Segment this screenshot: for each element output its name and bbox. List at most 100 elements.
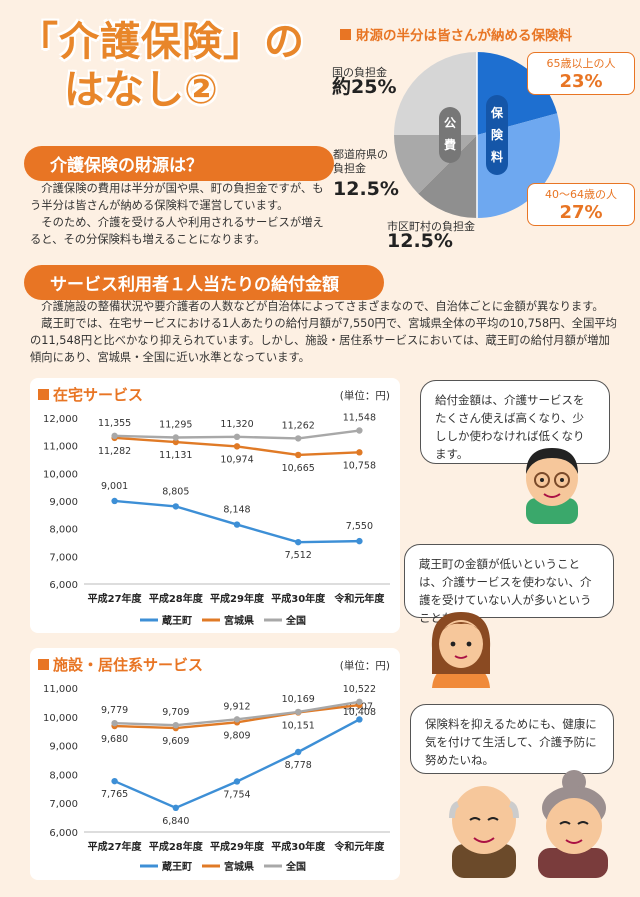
legend-label: 蔵王町 [162,614,192,627]
y-tick-label: 10,000 [43,469,78,480]
callout-65plus-value: 23% [559,71,603,92]
data-label: 10,169 [282,694,315,705]
callout-40to64-value: 27% [559,202,603,223]
x-tick-label: 令和元年度 [333,840,385,853]
section1-heading: 介護保険の財源は？ [24,146,334,181]
chart-card-home: 在宅サービス (単位：円) 6,000 7,000 8,000 9,000 10,000… [30,378,400,633]
x-tick-label: 平成28年度 [149,840,204,853]
section2-text1: 介護施設の整備状況や要介護者の人数などが自治体によってさまざまなので、自治体ごと… [41,300,604,313]
data-point [356,449,363,456]
pie-label-pref-name: 都道府県の負担金 [333,148,388,175]
data-point [172,503,179,510]
data-label: 9,779 [101,705,128,716]
pie-label-city-value: 12.5% [387,230,453,252]
section1-text1: 介護保険の費用は半分が国や県、町の負担金ですが、もう半分は皆さんが納める保険料で… [30,182,324,212]
legend-label: 全国 [285,614,306,627]
data-point [111,719,118,727]
data-point [233,433,241,441]
data-label: 10,522 [343,684,376,695]
y-tick-label: 7,000 [49,552,78,563]
x-tick-label: 平成27年度 [88,840,143,853]
data-point [356,698,363,705]
pie-slice-city [418,135,477,218]
y-tick-label: 7,000 [49,799,78,810]
section1-text: 介護保険の費用は半分が国や県、町の負担金ですが、もう半分は皆さんが納める保険料で… [30,180,326,248]
pie-label-gov-value: 約25% [332,76,397,98]
pie-label-city: 市区町村の負担金 12.5% [387,220,475,252]
y-tick-label: 12,000 [43,414,78,425]
square-bullet-icon [38,389,49,400]
pie-slice-gov [394,52,477,135]
y-tick-label: 11,000 [43,684,78,695]
section2-heading: サービス利用者１人当たりの給付金額 [24,265,384,300]
pie-label-gov-name: 国の負担金 [332,66,387,79]
data-label: 10,758 [343,460,376,471]
data-label: 9,912 [223,701,250,712]
chart-home-title-text: 在宅サービス [53,386,144,404]
data-label: 11,131 [159,450,192,461]
chart-card-facility: 施設・居住系サービス (単位：円) 6,000 7,000 8,000 9,000 10… [30,648,400,880]
data-label: 11,548 [343,413,376,424]
data-label: 9,680 [101,734,128,745]
data-point [295,748,302,756]
data-label: 8,778 [285,760,312,771]
data-label: 7,550 [346,521,373,532]
speech-bubble-2: 蔵王町の金額が低いということは、介護サービスを使わない、介護を受けていない人が多… [404,544,614,625]
square-bullet-icon [38,659,49,670]
x-tick-label: 平成30年度 [271,840,326,853]
section2-text: 介護施設の整備状況や要介護者の人数などが自治体によってさまざまなので、自治体ごと… [30,298,620,366]
x-tick-label: 平成29年度 [210,592,265,605]
y-tick-label: 11,000 [43,442,78,453]
data-point [111,432,118,440]
data-point [111,497,118,505]
legend-label: 宮城県 [224,860,254,873]
speech-bubble-3: 保険料を抑えるためにも、健康に気を付けて生活して、介護予防に努めたいね。 [410,704,614,774]
data-label: 11,262 [282,420,315,431]
title-line1: 「介護保険」の [18,19,305,65]
section1-text2: そのため、介護を受ける人や利用されるサービスが増えると、その分保険料も増えること… [30,216,324,246]
chart-facility-unit: (単位：円) [339,660,390,672]
x-tick-label: 令和元年度 [333,592,385,605]
funding-pie-chart: 公 費 保 険 料 [394,52,561,219]
legend-label: 全国 [285,860,306,873]
data-label: 6,840 [162,816,189,827]
data-point [356,537,363,545]
insurance-label-1: 保 [490,105,504,120]
y-tick-label: 9,000 [49,497,78,508]
data-label: 7,765 [101,789,128,800]
data-label: 11,282 [98,446,131,457]
x-tick-label: 平成27年度 [88,592,143,605]
data-point [111,777,118,785]
page-title: 「介護保険」の はなし② [18,18,328,114]
public-funds-label-2: 費 [444,137,456,152]
man-with-glasses-illustration [526,448,578,524]
data-point [295,451,302,459]
data-point [233,716,241,723]
data-label: 9,709 [162,707,189,718]
callout-65plus-name: 65歳以上の人 [546,57,616,70]
data-label: 10,408 [343,707,376,718]
pie-label-gov: 国の負担金 約25% [332,66,397,98]
legend-label: 蔵王町 [162,860,192,873]
data-point [172,438,179,446]
insurance-label-2: 険 [491,127,504,142]
square-bullet-icon [340,28,351,40]
y-tick-label: 8,000 [49,525,78,536]
data-label: 7,512 [285,550,312,561]
pie-label-pref: 都道府県の負担金 12.5% [333,148,399,200]
callout-40to64-name: 40～64歳の人 [545,188,617,201]
public-funds-label: 公 [444,116,456,130]
chart-facility-title-text: 施設・居住系サービス [53,656,204,674]
insurance-label-3: 料 [491,149,503,164]
x-tick-label: 平成30年度 [271,592,326,605]
data-point [172,804,179,812]
pie-label-city-name: 市区町村の負担金 [387,220,475,233]
data-label: 9,809 [223,730,250,741]
data-label: 8,805 [162,486,189,497]
chart-home-title: 在宅サービス [38,384,143,405]
y-tick-label: 8,000 [49,770,78,781]
pie-label-pref-value: 12.5% [333,178,399,200]
data-point [233,778,241,785]
data-label: 11,295 [159,420,192,431]
